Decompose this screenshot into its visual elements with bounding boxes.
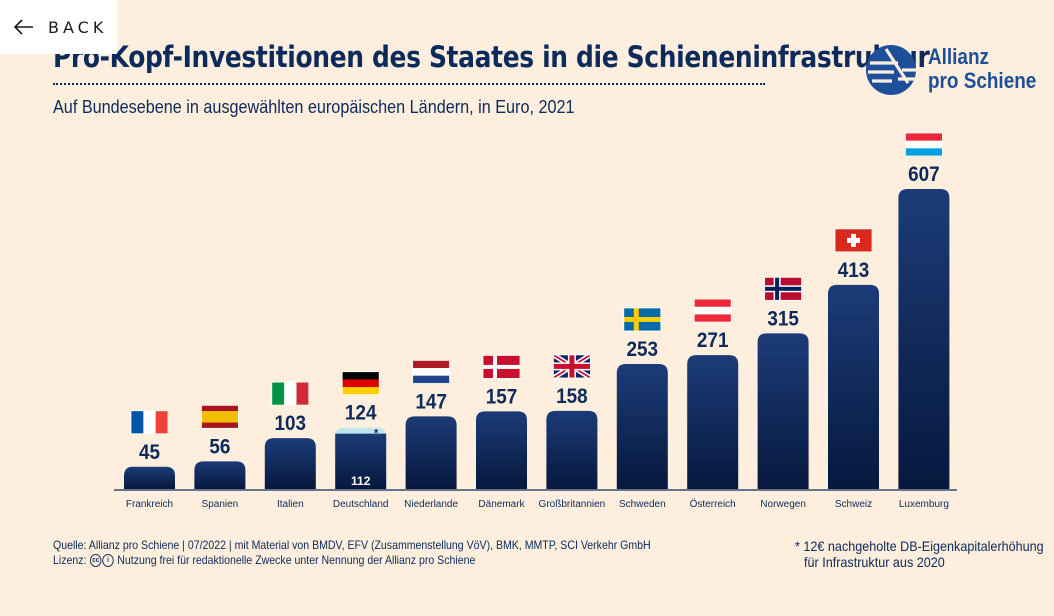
bar xyxy=(546,410,598,489)
flag-es-icon xyxy=(200,404,239,429)
x-tick-label: Deutschland xyxy=(333,499,389,510)
footnote: * 12€ nachgeholte DB-Eigenkapitalerhöhun… xyxy=(795,538,1044,570)
creative-commons-icon: cc i xyxy=(89,553,114,567)
x-tick-label: Dänemark xyxy=(478,499,525,510)
license-text: Nutzung frei für redaktionelle Zwecke un… xyxy=(117,553,476,567)
data-label: 253 xyxy=(627,338,659,361)
flag-dk-icon xyxy=(482,355,521,379)
logo-line1: Allianz xyxy=(928,44,989,69)
license-label: Lizenz: xyxy=(53,553,87,567)
bar xyxy=(264,438,316,489)
data-label: 103 xyxy=(275,412,307,435)
flag-de-icon xyxy=(341,371,380,396)
chart-title: Pro-Kopf-Investitionen des Staates in di… xyxy=(53,40,930,74)
data-label: 413 xyxy=(838,259,870,282)
flag-at-icon xyxy=(693,298,732,323)
bar xyxy=(616,363,668,489)
x-tick-label: Schweiz xyxy=(835,499,872,510)
logo-text: Allianz pro Schiene xyxy=(928,45,1036,93)
x-tick-label: Italien xyxy=(277,499,304,510)
bar xyxy=(405,416,457,489)
x-tick-label: Österreich xyxy=(690,498,736,510)
bar xyxy=(476,411,527,489)
x-tick-label: Luxemburg xyxy=(899,499,949,510)
data-label: 147 xyxy=(415,390,447,413)
title-divider xyxy=(53,83,765,85)
bar xyxy=(124,466,175,489)
flag-it-icon xyxy=(271,381,310,406)
flag-fr-icon xyxy=(130,410,169,435)
flag-gb-icon xyxy=(552,352,592,381)
footnote-line2: für Infrastruktur aus 2020 xyxy=(804,554,945,570)
bar xyxy=(828,284,879,489)
data-label: 45 xyxy=(139,441,160,464)
x-tick-label: Norwegen xyxy=(760,499,806,510)
bar-chart: 45 Frankreich 56 Spanien 103 Italien * 112 124 De… xyxy=(114,132,957,510)
flag-no-icon xyxy=(764,276,802,301)
back-label: BACK xyxy=(48,17,108,37)
footnote-line1: * 12€ nachgeholte DB-Eigenkapitalerhöhun… xyxy=(795,538,1044,554)
chart-subtitle: Auf Bundesebene in ausgewählten europäis… xyxy=(53,97,575,117)
footnote-marker: * xyxy=(374,428,379,440)
x-tick-label: Spanien xyxy=(202,499,239,510)
bar xyxy=(194,461,246,489)
source-text: Quelle: Allianz pro Schiene | 07/2022 | … xyxy=(53,538,651,552)
data-label: 157 xyxy=(486,386,518,409)
x-tick-label: Großbritannien xyxy=(539,499,606,510)
rail-globe-icon xyxy=(866,45,916,95)
data-label: 56 xyxy=(209,435,230,458)
data-label: 315 xyxy=(767,307,799,330)
bar xyxy=(898,189,950,489)
flag-nl-icon xyxy=(412,359,451,384)
arrow-left-icon xyxy=(14,19,33,35)
flag-lu-icon xyxy=(905,132,943,157)
bar xyxy=(335,433,387,489)
back-button[interactable]: BACK xyxy=(0,0,117,54)
x-tick-label: Niederlande xyxy=(404,499,458,510)
bar xyxy=(757,333,809,489)
data-label: 158 xyxy=(556,385,588,408)
bar xyxy=(687,355,739,489)
license-line: Lizenz: cc i Nutzung frei für redaktionel… xyxy=(53,553,475,567)
logo-line2: pro Schiene xyxy=(928,68,1037,93)
bar-base-label: 112 xyxy=(351,474,371,488)
x-tick-label: Frankreich xyxy=(126,499,173,510)
data-label: 271 xyxy=(697,329,729,352)
data-label: 607 xyxy=(908,163,940,186)
x-tick-label: Schweden xyxy=(619,499,666,510)
flag-ch-icon xyxy=(834,228,873,253)
flag-se-icon xyxy=(623,307,662,332)
data-label: 124 xyxy=(345,402,377,425)
logo: Allianz pro Schiene xyxy=(864,43,1039,99)
